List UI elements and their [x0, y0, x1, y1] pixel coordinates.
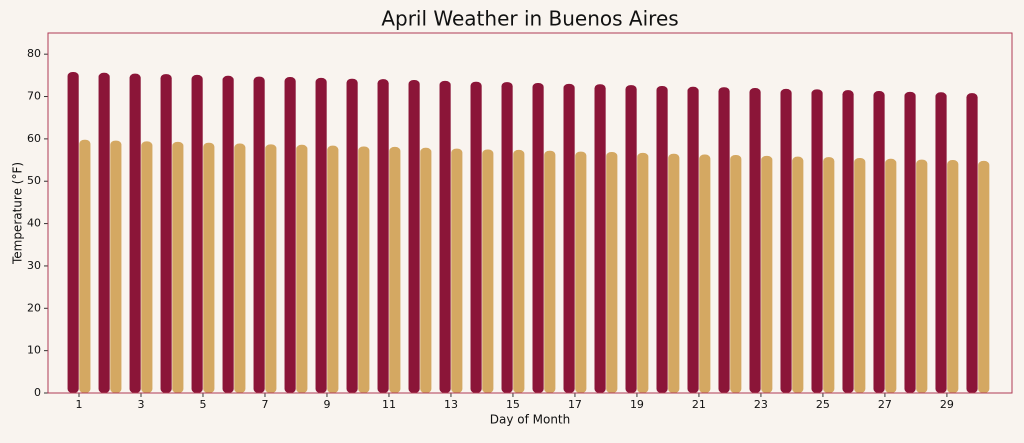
- bar: [761, 155, 773, 393]
- bar: [935, 92, 947, 393]
- bar: [389, 146, 401, 393]
- bar: [482, 149, 494, 393]
- bar: [780, 88, 792, 393]
- x-tick-label: 5: [199, 398, 206, 411]
- bar: [823, 157, 835, 393]
- plot-frame: [47, 32, 1013, 394]
- bar: [668, 153, 680, 393]
- x-tick-label: 25: [816, 398, 830, 411]
- bar: [749, 88, 761, 393]
- bar: [718, 87, 730, 393]
- x-tick-label: 29: [940, 398, 954, 411]
- bar: [947, 160, 959, 393]
- bar: [358, 146, 370, 393]
- x-tick-label: 17: [568, 398, 582, 411]
- bar: [222, 75, 234, 393]
- bar: [420, 147, 432, 393]
- bar: [408, 80, 420, 393]
- bar: [501, 82, 513, 394]
- y-axis-label: Temperature (°F): [11, 162, 25, 265]
- bar: [451, 148, 463, 393]
- bar: [79, 139, 91, 393]
- x-tick-label: 3: [137, 398, 144, 411]
- bar: [129, 73, 141, 394]
- bar: [730, 154, 742, 393]
- bar: [873, 91, 885, 393]
- bar: [98, 72, 110, 393]
- bar: [284, 77, 296, 393]
- bar: [265, 144, 277, 393]
- x-tick-label: 13: [444, 398, 458, 411]
- bar: [699, 154, 711, 393]
- bar: [172, 141, 184, 393]
- y-tick-label: 10: [27, 344, 41, 357]
- bar: [67, 71, 79, 393]
- bar: [625, 85, 637, 393]
- bar: [842, 90, 854, 394]
- bar: [253, 76, 265, 393]
- bar: [377, 79, 389, 393]
- bar: [141, 141, 153, 393]
- x-tick-label: 21: [692, 398, 706, 411]
- chart-title: April Weather in Buenos Aires: [381, 7, 678, 31]
- y-tick-label: 30: [27, 259, 41, 272]
- bar: [532, 82, 544, 393]
- bar: [203, 142, 215, 393]
- bar: [575, 151, 587, 393]
- x-tick-label: 11: [382, 398, 396, 411]
- bar: [594, 84, 606, 393]
- bar: [327, 145, 339, 393]
- bar: [315, 77, 327, 394]
- y-tick-label: 20: [27, 301, 41, 314]
- bar: [191, 74, 203, 393]
- y-tick-label: 0: [34, 386, 41, 399]
- x-axis-label: Day of Month: [490, 413, 571, 427]
- bar: [110, 140, 122, 393]
- bar: [439, 80, 451, 393]
- bar: [470, 81, 482, 394]
- y-tick-label: 80: [27, 47, 41, 60]
- bar: [346, 78, 358, 393]
- bar: [811, 89, 823, 394]
- y-tick-label: 40: [27, 217, 41, 230]
- x-tick-label: 7: [261, 398, 268, 411]
- bar: [966, 93, 978, 393]
- bar: [792, 156, 804, 393]
- bar: [885, 158, 897, 393]
- bar: [854, 157, 866, 393]
- bar: [513, 149, 525, 393]
- x-tick-label: 23: [754, 398, 768, 411]
- bar: [656, 85, 668, 394]
- x-tick-label: 19: [630, 398, 644, 411]
- x-tick-label: 27: [878, 398, 892, 411]
- bar: [916, 159, 928, 393]
- bar: [544, 150, 556, 393]
- bar: [234, 143, 246, 393]
- bar: [563, 83, 575, 393]
- bar: [637, 152, 649, 393]
- bar: [296, 144, 308, 393]
- y-tick-label: 50: [27, 174, 41, 187]
- y-tick-label: 70: [27, 90, 41, 103]
- x-tick-label: 15: [506, 398, 520, 411]
- bar: [687, 86, 699, 393]
- bar: [904, 91, 916, 393]
- y-tick-label: 60: [27, 132, 41, 145]
- bar: [160, 74, 172, 394]
- bar: [978, 160, 990, 393]
- x-tick-label: 1: [75, 398, 82, 411]
- x-tick-label: 9: [323, 398, 330, 411]
- bar: [606, 152, 618, 393]
